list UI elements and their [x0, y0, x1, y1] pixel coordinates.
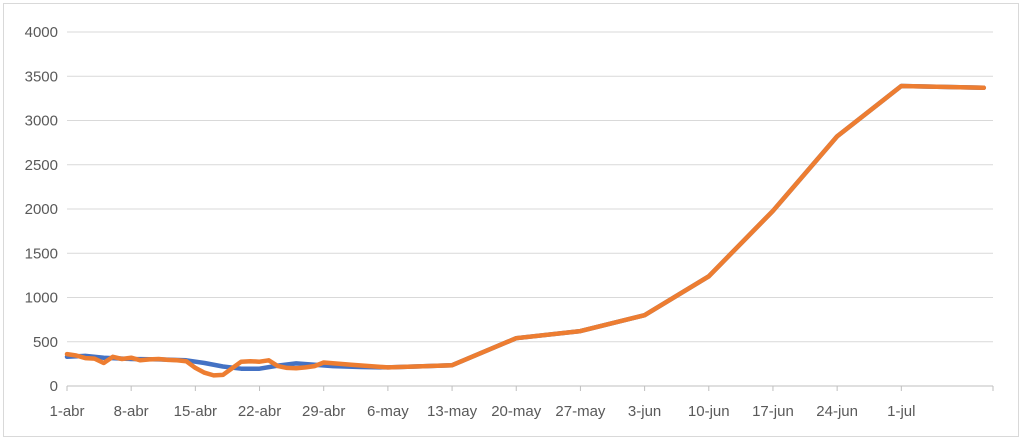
- series-lines: [64, 83, 987, 378]
- x-tick-label: 17-jun: [752, 403, 794, 420]
- y-tick-label: 4000: [25, 24, 58, 41]
- x-tick-label: 15-abr: [174, 403, 217, 420]
- x-tick-label: 3-jun: [628, 403, 661, 420]
- x-tick-label: 29-abr: [302, 403, 345, 420]
- x-tick-label: 6-may: [367, 403, 409, 420]
- y-tick-label: 3000: [25, 113, 58, 130]
- x-tick-label: 24-jun: [816, 403, 858, 420]
- x-tick-label: 27-may: [555, 403, 606, 420]
- y-tick-label: 2000: [25, 201, 58, 218]
- y-tick-label: 2500: [25, 157, 58, 174]
- y-tick-label: 1500: [25, 245, 58, 262]
- chart-frame: [3, 3, 1019, 437]
- y-tick-label: 0: [50, 378, 58, 395]
- y-tick-label: 3500: [25, 68, 58, 85]
- y-tick-label: 500: [33, 334, 58, 351]
- x-tick-label: 1-jul: [887, 403, 915, 420]
- x-tick-label: 22-abr: [238, 403, 281, 420]
- gridlines: [67, 31, 993, 343]
- x-tick-label: 13-may: [427, 403, 478, 420]
- x-axis: [66, 385, 994, 391]
- x-tick-label: 8-abr: [114, 403, 149, 420]
- y-tick-label: 1000: [25, 290, 58, 307]
- y-tick-labels: 0 500 1000 1500 2000 2500 3000 3500 4000: [25, 24, 58, 395]
- x-tick-label: 10-jun: [688, 403, 730, 420]
- x-tick-labels: 1-abr 8-abr 15-abr 22-abr 29-abr 6-may 13-may 2…: [49, 403, 915, 420]
- x-tick-label: 1-abr: [49, 403, 84, 420]
- x-tick-label: 20-may: [491, 403, 542, 420]
- series-line-2: [64, 83, 987, 378]
